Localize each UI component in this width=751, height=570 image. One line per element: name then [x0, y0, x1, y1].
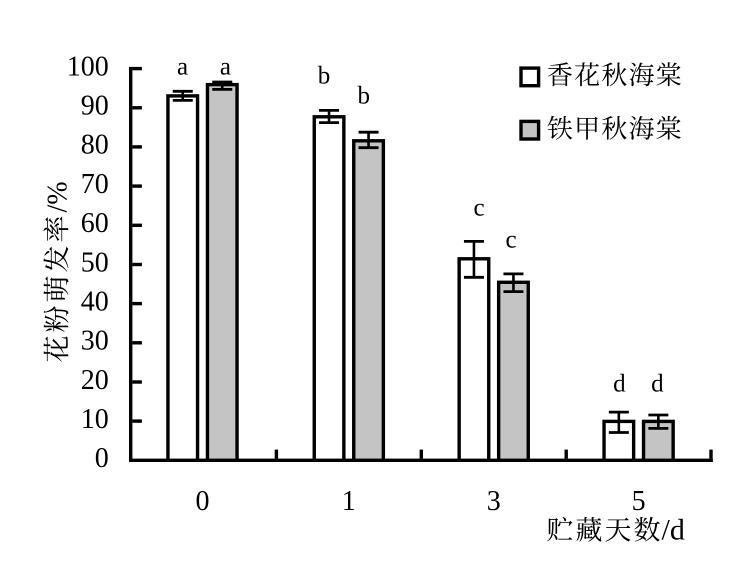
- svg-text:3: 3: [487, 486, 501, 517]
- svg-text:a: a: [177, 53, 188, 80]
- svg-text:20: 20: [81, 365, 109, 396]
- svg-text:/d: /d: [662, 514, 685, 547]
- svg-text:b: b: [318, 63, 331, 90]
- svg-text:50: 50: [81, 247, 109, 278]
- svg-text:70: 70: [81, 169, 109, 200]
- svg-text:c: c: [505, 227, 516, 254]
- svg-text:a: a: [220, 53, 231, 80]
- svg-text:10: 10: [81, 404, 109, 435]
- svg-text:1: 1: [342, 486, 356, 517]
- svg-text:40: 40: [81, 286, 109, 317]
- svg-text:5: 5: [632, 486, 646, 517]
- svg-text:30: 30: [81, 326, 109, 357]
- svg-text:90: 90: [81, 91, 109, 122]
- svg-text:d: d: [651, 370, 664, 397]
- svg-text:c: c: [473, 194, 484, 221]
- svg-text:60: 60: [81, 208, 109, 239]
- svg-text:0: 0: [95, 443, 109, 474]
- svg-text:b: b: [358, 82, 371, 109]
- svg-text:80: 80: [81, 130, 109, 161]
- svg-text:100: 100: [67, 51, 109, 82]
- svg-text:0: 0: [196, 486, 210, 517]
- svg-text:/%: /%: [42, 181, 73, 212]
- svg-text:d: d: [613, 370, 626, 397]
